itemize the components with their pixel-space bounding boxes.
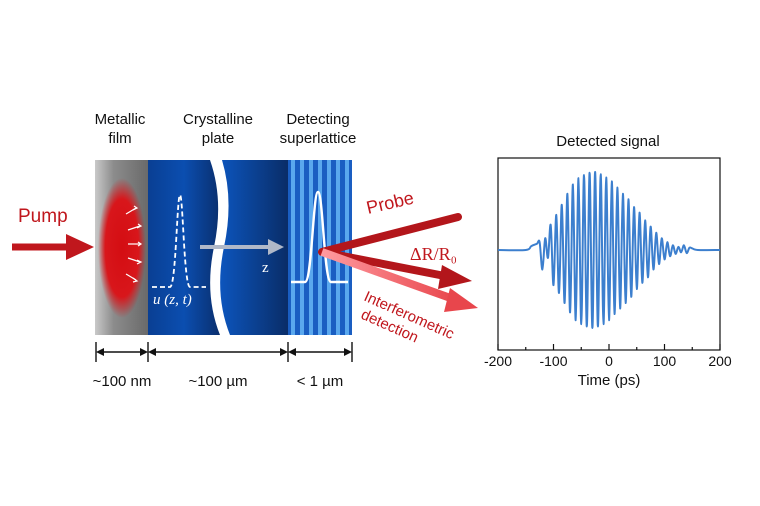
reflectance-label: ΔR/R₀ (410, 244, 457, 264)
x-tick-label: -100 (539, 353, 567, 369)
x-tick-label: -200 (484, 353, 512, 369)
strain-arrows (125, 205, 143, 283)
probe-label: Probe (364, 188, 415, 218)
signal-series-line (497, 170, 721, 330)
dimension-markers (95, 342, 353, 362)
x-tick-label: 200 (708, 353, 732, 369)
reflected-beam-arrowhead (438, 265, 472, 289)
pump-spot (98, 178, 146, 318)
chart-title: Detected signal (556, 133, 659, 150)
strain-pulse-solid (291, 190, 348, 284)
strain-label: u (z, t) (153, 292, 192, 308)
metallic-film-label-1: Metallic (95, 111, 146, 128)
crystalline-plate-thickness: ~100 µm (188, 373, 247, 390)
pump-arrowhead (66, 234, 94, 260)
superlattice-thickness: < 1 µm (297, 373, 344, 390)
z-axis-label: z (262, 260, 269, 276)
x-tick-label: 100 (653, 353, 677, 369)
detecting-superlattice-label-1: Detecting (286, 111, 349, 128)
interferometric-beam (320, 248, 458, 304)
chart-x-ticks (497, 344, 721, 350)
probe-beam (318, 213, 462, 256)
crystalline-plate-label-1: Crystalline (183, 111, 253, 128)
interferometric-beam-arrowhead (444, 288, 478, 312)
metallic-film-thickness: ~100 nm (93, 373, 152, 390)
chart-x-axis-label: Time (ps) (578, 372, 641, 389)
crystalline-plate-label-2: plate (202, 130, 235, 147)
chart-x-tick-labels: -200 -100 0 100 200 (484, 353, 732, 369)
x-tick-label: 0 (605, 353, 613, 369)
propagation-arrowhead (268, 239, 284, 255)
pump-label: Pump (18, 206, 68, 227)
detecting-superlattice-label-2: superlattice (280, 130, 357, 147)
strain-pulse-dashed (152, 194, 206, 288)
metallic-film-label-2: film (108, 130, 131, 147)
